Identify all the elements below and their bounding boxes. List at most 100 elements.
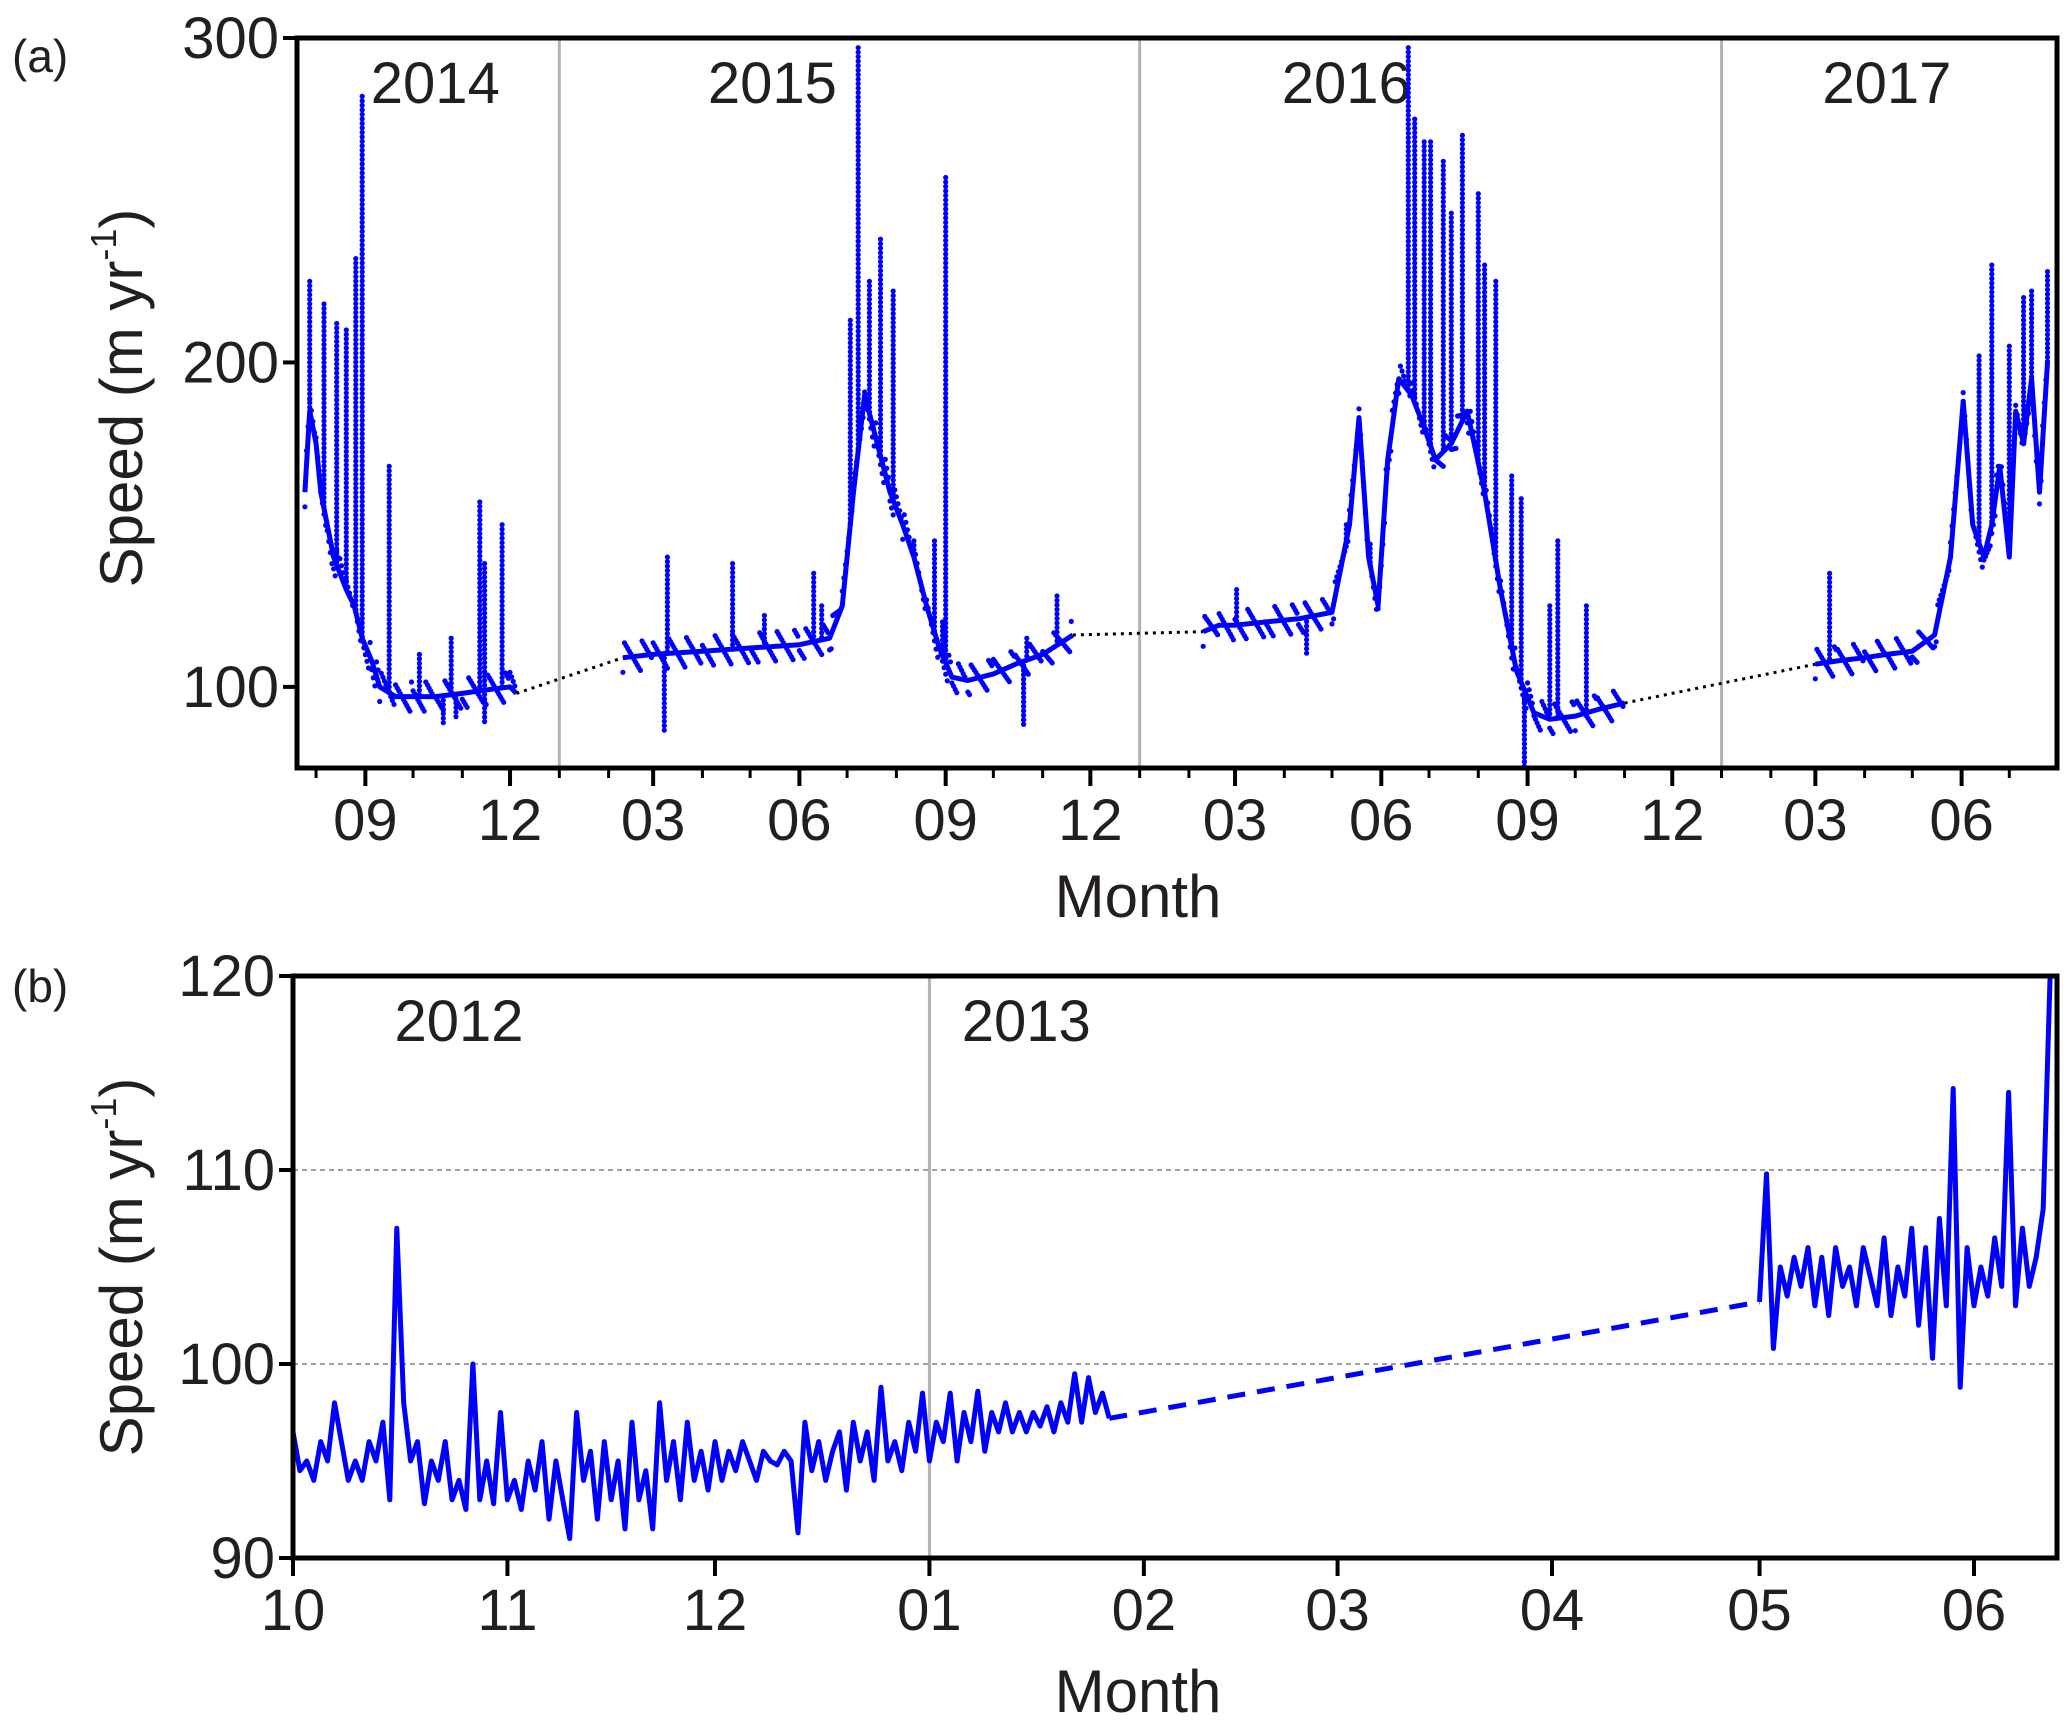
- spike-point: [1518, 667, 1524, 673]
- spike-point: [1459, 177, 1465, 183]
- spike-point: [1827, 588, 1833, 594]
- data-point: [1892, 665, 1898, 671]
- spike-point: [877, 362, 884, 368]
- spike-point: [1448, 323, 1454, 329]
- spike-point: [1976, 528, 1982, 535]
- spike-point: [943, 336, 949, 343]
- spike-point: [1405, 211, 1411, 217]
- panel-b-y-axis-title-superscript: -1: [83, 1098, 124, 1130]
- spike-point: [1405, 49, 1411, 55]
- spike-point: [1459, 312, 1465, 318]
- data-point: [954, 690, 960, 696]
- spike-point: [1405, 139, 1411, 145]
- spike-point: [1440, 419, 1446, 425]
- spike-point: [1440, 442, 1446, 448]
- spike-point: [1547, 616, 1553, 622]
- spike-point: [1976, 429, 1982, 436]
- spike-point: [321, 400, 327, 406]
- data-point: [316, 473, 322, 479]
- spike-point: [2044, 341, 2051, 347]
- spike-point: [1475, 429, 1481, 435]
- spike-point: [353, 481, 359, 487]
- spike-point: [359, 300, 365, 306]
- spike-point: [1989, 348, 1995, 354]
- spike-point: [334, 392, 340, 399]
- data-point: [795, 633, 801, 639]
- spike-point: [1827, 656, 1833, 662]
- spike-point: [1421, 382, 1427, 388]
- spike-point: [855, 369, 861, 375]
- spike-point: [943, 291, 949, 298]
- dip-point: [440, 702, 446, 708]
- data-point: [901, 512, 907, 518]
- data-point: [1335, 569, 1341, 575]
- spike-point: [359, 498, 365, 504]
- spike-point: [1421, 229, 1427, 235]
- spike-point: [1421, 337, 1427, 343]
- spike-point: [1493, 476, 1499, 482]
- spike-point: [943, 494, 949, 500]
- spike-point: [890, 450, 896, 456]
- spike-point: [1405, 369, 1411, 375]
- spike-point: [353, 404, 359, 410]
- spike-point: [359, 161, 365, 167]
- spike-point: [1405, 306, 1411, 312]
- spike-point: [353, 377, 359, 383]
- spike-point: [1440, 167, 1446, 173]
- spike-point: [1459, 299, 1465, 305]
- spike-point: [2006, 343, 2012, 349]
- data-point: [919, 587, 925, 594]
- spike-point: [499, 526, 505, 532]
- spike-point: [386, 576, 392, 582]
- spike-point: [1367, 559, 1373, 565]
- spike-point: [343, 583, 349, 590]
- spike-point: [855, 99, 861, 105]
- spike-point: [1555, 704, 1561, 711]
- data-point: [1963, 437, 1969, 443]
- spike-point: [353, 422, 359, 428]
- data-point: [1525, 680, 1531, 686]
- spike-point: [499, 666, 505, 672]
- data-point: [1362, 510, 1368, 517]
- spike-point: [866, 386, 873, 392]
- spike-point: [1421, 323, 1427, 329]
- data-point: [1214, 632, 1221, 638]
- spike-point: [1405, 63, 1411, 69]
- spike-point: [1493, 521, 1499, 527]
- dip-point: [440, 711, 446, 717]
- data-point: [897, 508, 903, 514]
- spike-point: [499, 580, 505, 586]
- spike-point: [2044, 278, 2051, 284]
- data-point: [302, 504, 308, 510]
- spike-point: [1475, 227, 1481, 233]
- spike-point: [1405, 103, 1411, 109]
- spike-point: [1367, 555, 1373, 561]
- spike-point: [477, 553, 483, 559]
- spike-point: [353, 269, 359, 275]
- spike-point: [334, 401, 340, 408]
- spike-point: [1428, 202, 1434, 208]
- dip-point: [1521, 723, 1527, 729]
- data-point: [1385, 465, 1391, 472]
- spike-point: [1989, 325, 1995, 331]
- spike-point: [877, 380, 884, 386]
- data-point: [2011, 442, 2017, 448]
- spike-point: [730, 610, 736, 616]
- spike-point: [890, 288, 896, 294]
- spike-point: [855, 319, 861, 325]
- spike-point: [1448, 233, 1454, 239]
- spike-point: [877, 371, 884, 377]
- spike-point: [1509, 536, 1515, 542]
- spike-point: [1555, 578, 1561, 585]
- dip-point: [1304, 614, 1310, 620]
- data-point: [2041, 400, 2047, 406]
- spike-point: [1412, 265, 1418, 271]
- spike-point: [855, 63, 861, 69]
- spike-point: [353, 449, 359, 455]
- spike-point: [353, 364, 359, 370]
- spike-point: [1421, 368, 1427, 374]
- spike-point: [482, 561, 488, 567]
- spike-point: [847, 466, 853, 472]
- spike-point: [343, 444, 349, 450]
- spike-point: [353, 530, 359, 536]
